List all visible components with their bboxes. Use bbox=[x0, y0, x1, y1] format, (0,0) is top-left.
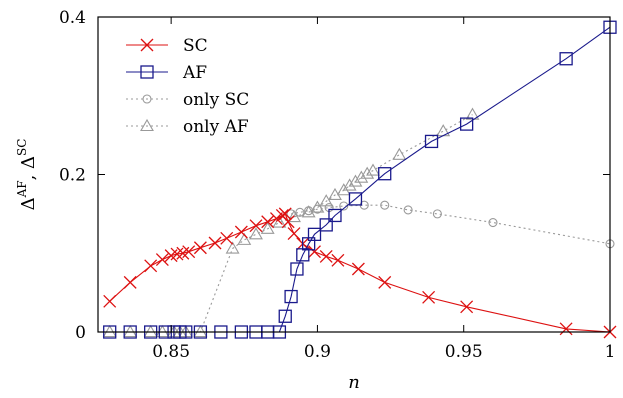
x-tick-label: 0.95 bbox=[445, 342, 483, 362]
data-point-af bbox=[284, 289, 298, 304]
legend-swatch-marker bbox=[140, 118, 154, 132]
data-point-sc bbox=[170, 247, 184, 261]
data-point-only-sc bbox=[403, 205, 413, 215]
data-point-af bbox=[328, 208, 342, 223]
data-point-af bbox=[559, 52, 573, 66]
data-point-sc bbox=[155, 253, 169, 267]
data-point-only-af bbox=[102, 324, 117, 338]
series-only-sc bbox=[286, 200, 615, 249]
data-point-only-af bbox=[354, 170, 369, 183]
y-axis-title-base1: Δ bbox=[18, 197, 39, 210]
data-point-sc bbox=[208, 236, 222, 250]
y-axis-title: ΔAF, ΔSC bbox=[15, 139, 39, 211]
data-point-sc bbox=[308, 245, 321, 259]
y-axis-title-base2: Δ bbox=[18, 156, 39, 169]
x-tick-label: 0.9 bbox=[304, 342, 331, 362]
data-point-af bbox=[319, 218, 333, 232]
data-point-sc bbox=[144, 259, 158, 273]
data-point-only-af bbox=[342, 178, 357, 191]
legend-label-only-af: only AF bbox=[183, 117, 249, 137]
data-point-only-af bbox=[143, 324, 158, 338]
data-point-sc bbox=[319, 249, 333, 263]
data-point-only-af bbox=[123, 324, 138, 338]
data-point-sc bbox=[123, 275, 137, 289]
data-point-sc bbox=[559, 322, 573, 336]
data-point-only-sc bbox=[339, 201, 349, 211]
legend-swatch-marker bbox=[140, 38, 154, 52]
data-point-only-af bbox=[319, 194, 334, 207]
legend-swatch-marker bbox=[140, 65, 154, 79]
legend-label-only-sc: only SC bbox=[183, 90, 249, 110]
y-tick-label: 0.4 bbox=[59, 8, 86, 28]
data-point-sc bbox=[182, 245, 196, 259]
data-point-af bbox=[424, 134, 439, 149]
data-point-af bbox=[459, 117, 474, 131]
data-point-sc bbox=[220, 231, 234, 245]
data-point-only-af bbox=[392, 147, 407, 160]
data-point-af bbox=[307, 227, 322, 242]
data-point-sc bbox=[249, 219, 263, 233]
data-point-sc bbox=[378, 275, 392, 289]
data-point-only-af bbox=[310, 200, 325, 213]
data-point-sc bbox=[278, 207, 292, 221]
x-tick-label: 1 bbox=[605, 342, 616, 362]
data-point-only-sc bbox=[295, 207, 305, 217]
x-axis-title: n bbox=[348, 372, 360, 393]
data-point-only-af bbox=[260, 221, 275, 234]
legend-label-sc: SC bbox=[183, 36, 208, 56]
legend-item-sc: SC bbox=[126, 36, 208, 56]
y-axis-title-sep: , bbox=[18, 169, 39, 180]
data-point-only-sc bbox=[488, 217, 498, 228]
legend-label-af: AF bbox=[182, 63, 207, 83]
data-point-af bbox=[348, 192, 363, 206]
data-point-sc bbox=[261, 215, 275, 229]
x-tick-label: 0.85 bbox=[152, 342, 190, 362]
legend-swatch-marker bbox=[142, 94, 152, 104]
data-point-af bbox=[378, 167, 392, 181]
data-point-only-af bbox=[348, 174, 363, 187]
data-point-sc bbox=[281, 215, 295, 229]
legend-item-only-sc: only SC bbox=[126, 90, 249, 110]
data-point-sc bbox=[193, 241, 207, 255]
y-axis-title-sup2: SC bbox=[15, 139, 29, 156]
legend-item-af: AF bbox=[126, 63, 207, 83]
data-point-sc bbox=[460, 300, 474, 314]
data-point-only-af bbox=[272, 215, 287, 228]
data-point-sc bbox=[422, 290, 436, 304]
y-axis-title-sup1: AF bbox=[15, 180, 29, 198]
data-point-only-af bbox=[366, 163, 380, 176]
data-point-only-af bbox=[360, 166, 375, 179]
data-point-only-sc bbox=[380, 200, 390, 210]
data-point-sc bbox=[234, 225, 248, 239]
ticks-layer: 0.85 0.9 0.95 1 0 0.2 0.4 bbox=[59, 8, 615, 362]
legend: SC AF only SC only AF bbox=[126, 36, 249, 137]
data-point-only-af bbox=[287, 209, 301, 223]
y-tick-label: 0 bbox=[75, 323, 86, 343]
data-point-sc bbox=[351, 262, 365, 276]
series-line-only-sc bbox=[291, 204, 611, 245]
data-point-sc bbox=[103, 294, 117, 308]
data-point-af bbox=[290, 262, 304, 276]
data-point-af bbox=[278, 309, 292, 323]
data-point-only-af bbox=[193, 324, 208, 338]
data-point-sc bbox=[270, 212, 283, 226]
legend-item-only-af: only AF bbox=[126, 117, 249, 137]
y-tick-label: 0.2 bbox=[59, 166, 86, 186]
data-point-only-af bbox=[237, 232, 252, 245]
data-point-sc bbox=[287, 227, 301, 241]
data-point-sc bbox=[331, 253, 345, 267]
data-point-only-sc bbox=[432, 209, 442, 219]
data-point-only-af bbox=[225, 241, 240, 254]
data-point-only-af bbox=[249, 227, 263, 240]
